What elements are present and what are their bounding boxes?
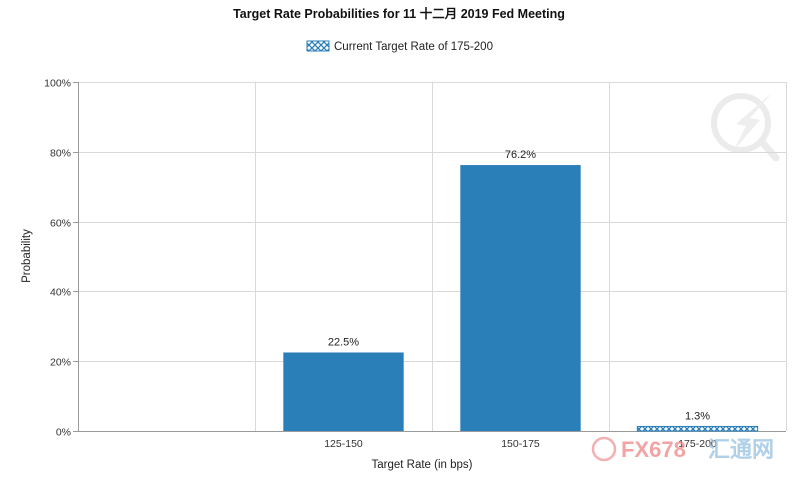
y-tick-label: 20% xyxy=(50,357,71,369)
watermark-globe-icon xyxy=(591,436,617,462)
y-tick-label: 60% xyxy=(50,218,71,230)
data-label-125-150: 22.5% xyxy=(328,336,359,348)
bar-125-150 xyxy=(283,352,404,431)
watermark-fx678: FX678 xyxy=(621,437,686,462)
legend: Current Target Rate of 175-200 xyxy=(306,40,493,53)
watermark-cn: 汇通网 xyxy=(708,437,774,462)
x-axis-title: Target Rate (in bps) xyxy=(372,459,473,471)
y-tick-label: 0% xyxy=(56,427,71,439)
watermark-logo-icon xyxy=(711,92,780,162)
y-axis-title: Probability xyxy=(21,229,33,283)
legend-label: Current Target Rate of 175-200 xyxy=(334,41,493,53)
y-tick-label: 80% xyxy=(50,148,71,160)
bar-175-200 xyxy=(636,425,759,432)
watermark: FX678 汇通网 xyxy=(591,436,774,462)
data-label-150-175: 76.2% xyxy=(505,149,536,161)
data-label-175-200: 1.3% xyxy=(685,410,710,422)
legend-swatch xyxy=(306,40,330,52)
y-tick-label: 40% xyxy=(50,287,71,299)
x-tick-label-150-175: 150-175 xyxy=(501,438,540,450)
chart-title: Target Rate Probabilities for 11 十二月 201… xyxy=(233,6,565,21)
y-tick-label: 100% xyxy=(44,78,71,90)
x-tick-label-175-200: 175-200 xyxy=(678,438,717,450)
x-tick-label-125-150: 125-150 xyxy=(324,438,363,450)
bar-150-175 xyxy=(460,165,581,431)
